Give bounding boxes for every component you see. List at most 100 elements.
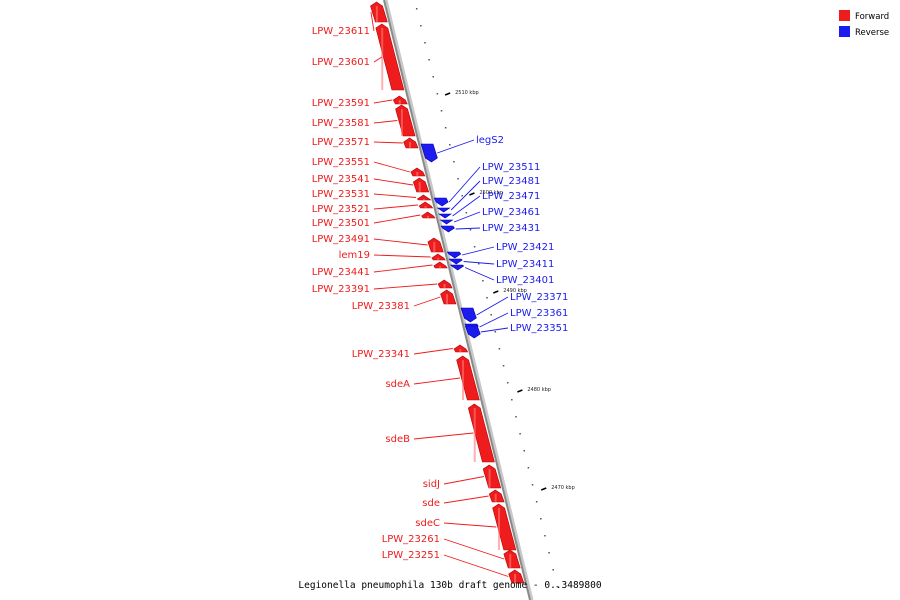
reverse-leader-line [453, 211, 481, 223]
reverse-gene-lpw-23351 [464, 325, 481, 339]
minor-tick [531, 484, 534, 486]
major-tick [469, 192, 475, 196]
forward-gene-lpw-23611 [370, 1, 388, 23]
forward-leader-line [413, 377, 461, 385]
forward-leader-line [373, 99, 393, 104]
minor-tick [506, 382, 509, 384]
forward-gene-lpw-23261 [503, 549, 521, 569]
forward-gene-sde [488, 489, 505, 503]
reverse-gene-lpw-23511 [433, 197, 449, 207]
major-tick [517, 389, 523, 393]
forward-label-lpw-23491: LPW_23491 [312, 234, 370, 245]
forward-label-sdeb: sdeB [385, 434, 410, 445]
tick-label-2480-kbp: 2480 kbp [527, 387, 551, 393]
forward-label-lem19: lem19 [339, 250, 370, 261]
forward-gene-sidj [482, 464, 502, 489]
forward-label-lpw-23391: LPW_23391 [312, 284, 370, 295]
reverse-label-lpw-23431: LPW_23431 [482, 223, 540, 234]
tick-label-2470-kbp: 2470 kbp [551, 485, 575, 491]
reverse-leader-line [450, 180, 481, 211]
minor-tick [432, 76, 434, 78]
minor-tick [415, 8, 418, 10]
reverse-gene-lpw-23401 [449, 264, 465, 271]
major-tick [444, 92, 451, 96]
reverse-leader-line [480, 327, 509, 333]
genome-caption: Legionella pneumophila 130b draft genome… [298, 580, 601, 591]
forward-leader-line [373, 238, 428, 246]
backbone-layer [383, 0, 534, 600]
forward-label-lpw-23581: LPW_23581 [312, 118, 370, 129]
forward-gene-highlight [443, 284, 446, 288]
forward-leader-line [443, 538, 505, 560]
minor-tick [420, 25, 422, 27]
forward-gene-highlight [433, 242, 436, 252]
forward-gene-lpw-23531 [416, 194, 432, 201]
minor-tick [556, 586, 559, 588]
feature-layer [370, 1, 525, 584]
minor-tick [490, 314, 492, 316]
forward-leader-line [413, 348, 453, 355]
minor-tick [449, 144, 451, 146]
reverse-label-lpw-23421: LPW_23421 [496, 242, 554, 253]
minor-tick [473, 246, 476, 248]
forward-gene-highlight [514, 574, 517, 583]
forward-gene-lpw-23521 [418, 201, 434, 209]
tick-label-2500-kbp: 2500 kbp [479, 190, 503, 196]
legend-reverse-label: Reverse [855, 28, 889, 38]
forward-label-lpw-23341: LPW_23341 [352, 349, 410, 360]
minor-tick [428, 59, 430, 61]
minor-tick [502, 365, 505, 367]
reverse-gene-lpw-23411 [448, 258, 463, 265]
forward-label-lpw-23521: LPW_23521 [312, 204, 370, 215]
minor-tick [444, 127, 447, 129]
reverse-label-lpw-23411: LPW_23411 [496, 259, 554, 270]
forward-gene-lpw-23491 [427, 237, 444, 253]
minor-tick [523, 450, 525, 452]
reverse-leader-line [463, 261, 495, 265]
tick-label-2510-kbp: 2510 kbp [455, 90, 479, 96]
reverse-label-lpw-23351: LPW_23351 [510, 323, 568, 334]
forward-label-lpw-23501: LPW_23501 [312, 218, 370, 229]
forward-leader-line [443, 476, 485, 485]
forward-leader-line [373, 178, 414, 186]
forward-label-lpw-23381: LPW_23381 [352, 301, 410, 312]
minor-tick [436, 93, 439, 95]
forward-leader-line [443, 554, 509, 577]
forward-label-lpw-23531: LPW_23531 [312, 189, 370, 200]
forward-leader-line [373, 214, 421, 224]
forward-gene-lpw-23541 [412, 177, 430, 193]
reverse-leader-line [452, 195, 481, 217]
forward-gene-highlight [408, 142, 411, 148]
reverse-label-legs2: legS2 [476, 135, 504, 146]
forward-label-lpw-23261: LPW_23261 [382, 534, 440, 545]
forward-gene-lpw-23381 [440, 289, 457, 305]
forward-label-lpw-23611: LPW_23611 [312, 26, 370, 37]
minor-tick [544, 535, 546, 537]
forward-gene-highlight [488, 469, 491, 488]
reverse-gene-lpw-23481 [436, 207, 451, 213]
forward-leader-line [373, 141, 403, 144]
reverse-gene-legs2 [420, 143, 438, 163]
reverse-label-lpw-23481: LPW_23481 [482, 176, 540, 187]
forward-gene-highlight [424, 206, 427, 208]
minor-tick [527, 467, 530, 469]
forward-leader-line [373, 120, 398, 124]
forward-leader-line [373, 56, 383, 63]
forward-gene-highlight [498, 508, 501, 550]
minor-tick [461, 195, 463, 197]
forward-gene-highlight [473, 408, 476, 462]
minor-tick [453, 161, 455, 163]
forward-label-sdec: sdeC [415, 518, 440, 529]
forward-leader-line [413, 296, 441, 307]
reverse-label-lpw-23361: LPW_23361 [510, 308, 568, 319]
minor-tick [498, 348, 501, 350]
reverse-label-lpw-23401: LPW_23401 [496, 275, 554, 286]
forward-gene-highlight [445, 294, 448, 304]
forward-gene-highlight [462, 360, 465, 400]
minor-tick [511, 399, 513, 401]
forward-gene-lpw-23441 [433, 261, 448, 269]
reverse-leader-line [479, 312, 509, 328]
minor-tick [515, 416, 517, 418]
forward-label-sdea: sdeA [385, 379, 410, 390]
forward-gene-lpw-23501 [421, 211, 436, 219]
